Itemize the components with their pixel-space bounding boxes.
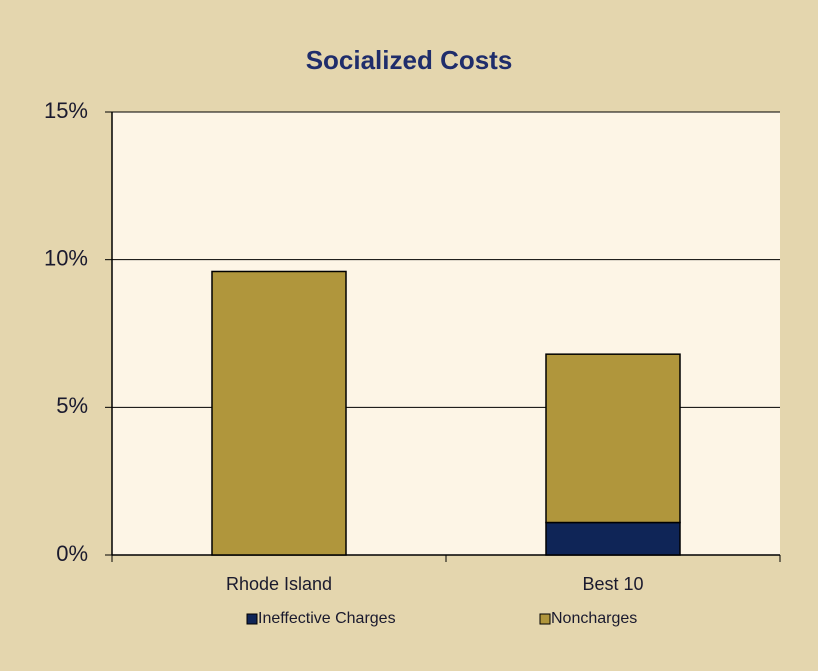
chart-title: Socialized Costs — [306, 45, 513, 75]
legend-label: Noncharges — [551, 610, 637, 627]
bar-segment — [545, 353, 681, 524]
bar-segment — [545, 521, 681, 556]
x-tick-label: Rhode Island — [226, 574, 332, 594]
y-tick-label: 0% — [56, 541, 88, 566]
legend-label: Ineffective Charges — [258, 610, 396, 627]
y-tick-label: 10% — [44, 245, 88, 270]
legend-swatch — [539, 613, 551, 625]
y-tick-label: 5% — [56, 393, 88, 418]
x-tick-label: Best 10 — [582, 574, 643, 594]
legend-swatch — [246, 613, 258, 625]
y-tick-label: 15% — [44, 98, 88, 123]
bar-segment — [211, 270, 347, 556]
